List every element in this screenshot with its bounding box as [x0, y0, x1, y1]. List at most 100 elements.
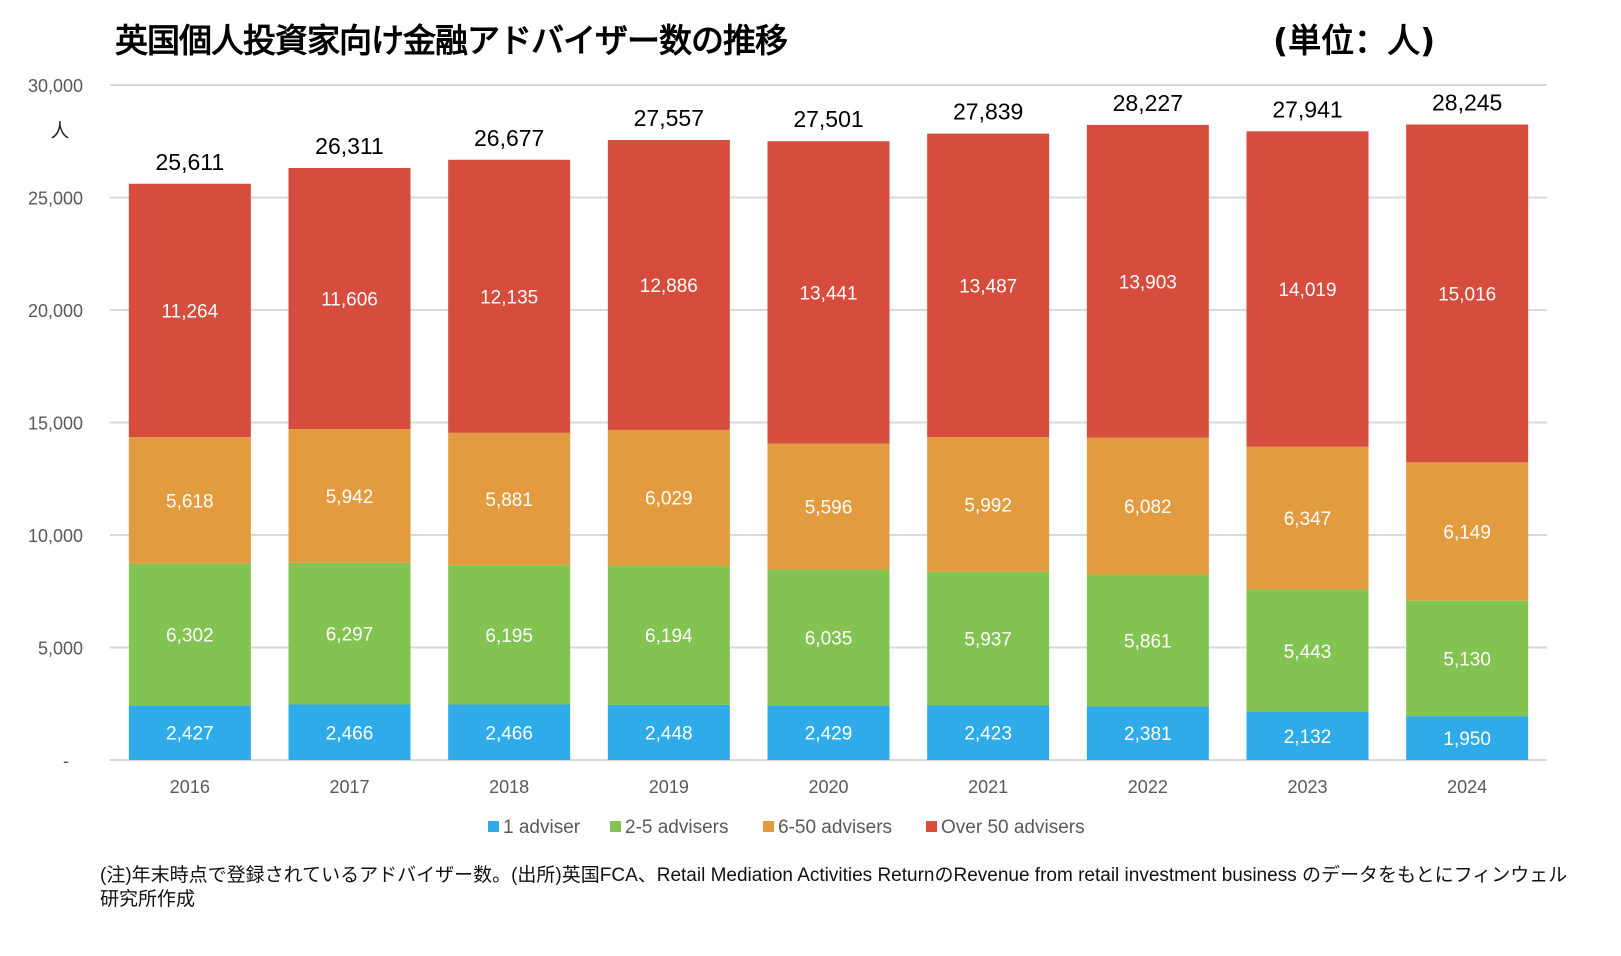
- segment-value-label: 2,429: [805, 724, 853, 745]
- segment-value-label: 11,264: [161, 301, 218, 322]
- legend-swatch: [488, 821, 499, 832]
- y-tick-label: 25,000: [28, 189, 83, 209]
- segment-value-label: 1,950: [1443, 729, 1491, 750]
- y-tick-label: 10,000: [28, 526, 83, 546]
- segment-value-label: 6,302: [166, 625, 214, 646]
- segment-value-label: 13,441: [799, 283, 857, 304]
- bar-segment: [1406, 600, 1529, 717]
- segment-value-label: 2,466: [485, 723, 533, 744]
- segment-value-label: 5,861: [1124, 631, 1172, 652]
- segment-value-label: 11,606: [321, 290, 378, 311]
- bar-segment: [767, 141, 890, 444]
- bar-segment: [927, 133, 1050, 438]
- segment-value-label: 6,035: [805, 628, 853, 649]
- bar-segment: [288, 429, 411, 563]
- segment-value-label: 5,881: [485, 490, 533, 511]
- x-tick-label: 2020: [808, 777, 848, 797]
- y-tick-label: 30,000: [28, 76, 83, 96]
- bar-segment: [927, 571, 1050, 706]
- bar-segment: [607, 565, 730, 705]
- bar-segment: [767, 443, 890, 570]
- bar-segment: [128, 563, 251, 706]
- segment-value-label: 2,448: [645, 723, 693, 744]
- x-tick-label: 2019: [649, 777, 689, 797]
- y-tick-label: 20,000: [28, 301, 83, 321]
- bar-segment: [607, 139, 730, 430]
- bar-segment: [1246, 446, 1369, 590]
- bar-segment: [1246, 589, 1369, 713]
- total-value-label: 27,941: [1272, 96, 1342, 122]
- bar-segment: [607, 704, 730, 760]
- stacked-bar-chart: - 5,000 10,000 15,000 20,000 25,000 30,000 人 2,…: [28, 76, 1547, 838]
- segment-value-label: 2,466: [326, 723, 374, 744]
- segment-value-label: 2,132: [1284, 727, 1332, 748]
- segment-value-label: 5,130: [1443, 649, 1491, 670]
- total-value-label: 27,839: [953, 99, 1023, 125]
- bar-segment: [128, 437, 251, 564]
- legend-swatch: [763, 821, 774, 832]
- total-value-label: 27,557: [634, 105, 704, 131]
- segment-value-label: 6,029: [645, 489, 693, 510]
- total-value-label: 26,311: [315, 133, 384, 159]
- y-tick-label: 15,000: [28, 414, 83, 434]
- segment-value-label: 6,297: [326, 625, 374, 646]
- x-tick-label: 2016: [170, 777, 210, 797]
- bar-segment: [128, 705, 251, 760]
- segment-value-label: 6,347: [1284, 509, 1332, 530]
- x-tick-label: 2024: [1447, 777, 1487, 797]
- segment-value-label: 6,194: [645, 626, 693, 647]
- legend-label: Over 50 advisers: [941, 817, 1085, 838]
- y-tick-label: -: [63, 751, 69, 771]
- segment-value-label: 6,082: [1124, 497, 1172, 518]
- segment-value-label: 5,618: [166, 491, 214, 512]
- legend-label: 6-50 advisers: [778, 817, 892, 838]
- legend-label: 2-5 advisers: [625, 817, 729, 838]
- total-value-label: 25,611: [156, 149, 225, 175]
- bar-segment: [927, 705, 1050, 760]
- segment-value-label: 15,016: [1438, 284, 1496, 305]
- x-tick-label: 2021: [968, 777, 1008, 797]
- x-tick-label: 2017: [329, 777, 369, 797]
- bar-segment: [1406, 462, 1529, 601]
- segment-value-label: 12,886: [640, 276, 698, 297]
- bar-segment: [607, 429, 730, 566]
- segment-value-label: 13,487: [959, 276, 1017, 297]
- bar-segment: [288, 704, 411, 760]
- total-value-label: 27,501: [793, 106, 863, 132]
- bar-segment: [448, 704, 571, 760]
- segment-value-label: 12,135: [480, 287, 538, 308]
- bar-segment: [288, 168, 411, 430]
- segment-value-label: 5,937: [964, 630, 1012, 651]
- source-note: (注)年末時点で登録されているアドバイザー数。(出所)英国FCA、Retail …: [100, 865, 1568, 910]
- bar-segment: [1086, 437, 1209, 575]
- bar-segment: [1246, 712, 1369, 760]
- x-tick-label: 2023: [1287, 777, 1327, 797]
- segment-value-label: 13,903: [1119, 272, 1177, 293]
- segment-value-label: 6,149: [1443, 523, 1491, 544]
- bar-segment: [927, 437, 1050, 572]
- segment-value-label: 2,423: [964, 724, 1012, 745]
- bar-segment: [1406, 124, 1529, 463]
- x-tick-label: 2022: [1128, 777, 1168, 797]
- bar-segment: [448, 159, 571, 433]
- total-value-label: 26,677: [474, 125, 544, 151]
- segment-value-label: 2,427: [166, 724, 214, 745]
- legend-swatch: [926, 821, 937, 832]
- bar-segment: [128, 183, 251, 438]
- total-value-label: 28,245: [1432, 89, 1502, 115]
- segment-value-label: 6,195: [485, 626, 533, 647]
- chart-title: 英国個人投資家向け金融アドバイザー数の推移: [115, 21, 788, 60]
- bar-segment: [1086, 574, 1209, 707]
- bar-segment: [288, 562, 411, 705]
- bar-segment: [448, 432, 571, 566]
- segment-value-label: 5,942: [326, 487, 374, 508]
- segment-value-label: 5,443: [1284, 642, 1332, 663]
- bar-segment: [1086, 706, 1209, 760]
- segment-value-label: 5,596: [805, 498, 853, 519]
- y-tick-label: 5,000: [38, 639, 83, 659]
- legend-label: 1 adviser: [503, 817, 581, 838]
- y-axis-label: 人: [50, 120, 69, 142]
- bar-segment: [1406, 716, 1529, 760]
- bar-segment: [767, 569, 890, 706]
- legend-swatch: [610, 821, 621, 832]
